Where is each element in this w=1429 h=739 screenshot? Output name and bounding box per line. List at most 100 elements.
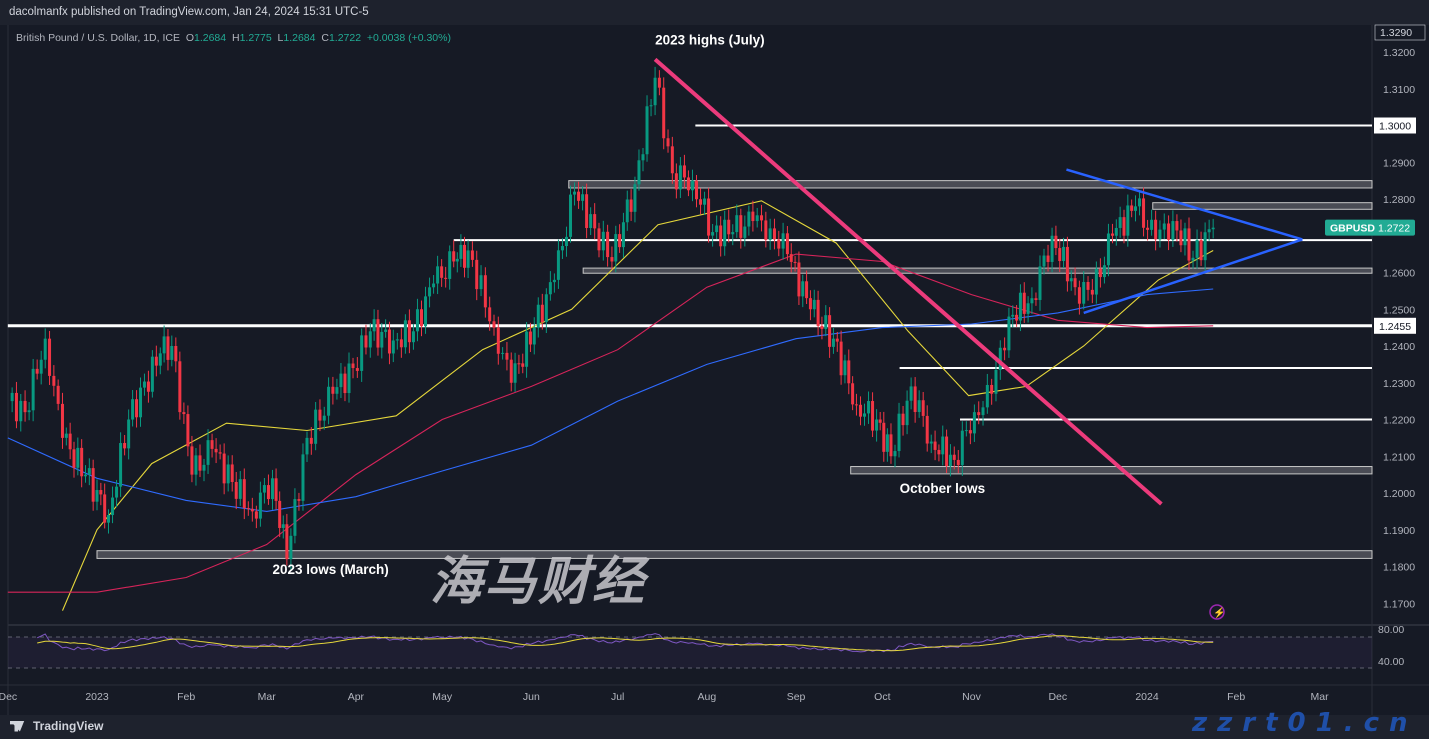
candle-body (226, 464, 230, 484)
x-tick-label: May (432, 691, 453, 703)
candle-body (867, 401, 871, 414)
x-tick-label: Dec (0, 691, 17, 703)
candle-body (901, 413, 905, 426)
low-value: 1.2684 (283, 32, 316, 44)
candle-body (1018, 292, 1022, 321)
candle-body (186, 414, 190, 447)
last-price-symbol: GBPUSD (1330, 223, 1375, 235)
candle-body (131, 399, 135, 420)
y-tick-label: 1.2100 (1383, 451, 1415, 463)
candle-body (318, 409, 322, 421)
candle-body (968, 430, 972, 434)
y-tick-label: 1.2200 (1383, 415, 1415, 427)
trendline (653, 57, 1163, 506)
candle-body (384, 329, 388, 332)
candle-body (1211, 227, 1215, 230)
moving-average-line (7, 288, 1214, 512)
candle-body (234, 481, 238, 499)
support-resistance-zone (568, 180, 1373, 189)
y-tick-label: 1.1900 (1383, 525, 1415, 537)
tradingview-logo[interactable]: TradingView (10, 719, 103, 733)
rsi-band (8, 637, 1372, 668)
x-tick-label: Sep (787, 691, 806, 703)
candle-body (250, 508, 254, 512)
candle-body (1207, 229, 1211, 233)
candle-body (990, 384, 994, 394)
candle-body (27, 410, 31, 413)
candle-body (641, 154, 645, 161)
level-price-box (1374, 317, 1416, 334)
candle-body (941, 436, 945, 455)
candle-body (1199, 240, 1203, 261)
candle-body (715, 225, 719, 233)
candle-body (569, 194, 573, 237)
candle-body (878, 419, 882, 423)
high-label: H (231, 32, 240, 44)
candle-body (577, 191, 581, 201)
candle-body (1065, 246, 1069, 282)
candle-body (621, 222, 625, 248)
watermark-text: 海马财经 (430, 552, 647, 612)
rsi-level-label: 80.00 (1378, 624, 1404, 636)
candle-body (863, 413, 867, 417)
candle-body (536, 304, 540, 328)
candle-body (581, 194, 585, 201)
x-tick-label: Jun (523, 691, 540, 703)
x-tick-label: 2024 (1135, 691, 1159, 703)
candle-body (206, 440, 210, 465)
candle-body (424, 296, 428, 327)
candle-body (281, 524, 285, 528)
candle-body (479, 275, 483, 290)
candle-body (674, 173, 678, 190)
candle-body (560, 246, 564, 251)
chart-area[interactable] (0, 25, 1429, 715)
candle-body (933, 441, 937, 450)
candle-body (1191, 257, 1195, 261)
candle-body (470, 250, 474, 260)
x-tick-label: 2023 (85, 691, 109, 703)
candle-body (501, 352, 505, 354)
candle-body (150, 356, 154, 392)
candle-body (917, 400, 921, 413)
candle-body (678, 165, 682, 190)
candle-body (764, 220, 768, 240)
candle-body (111, 497, 115, 516)
candle-body (528, 331, 532, 345)
candle-body (690, 180, 694, 191)
candle-body (1195, 240, 1199, 258)
candle-body (1003, 347, 1007, 351)
candle-body (945, 436, 949, 467)
candle-body (937, 449, 941, 455)
candle-body (889, 434, 893, 457)
candle-body (115, 486, 119, 498)
high-value: 1.2775 (239, 32, 272, 44)
rsi-ma-line (37, 635, 1214, 652)
candle-body (343, 373, 347, 394)
level-price-label: 1.3000 (1379, 121, 1411, 133)
candle-body (835, 338, 839, 342)
candle-body (1110, 233, 1114, 236)
candle-body (1069, 278, 1073, 282)
candle-body (107, 515, 111, 523)
candle-body (238, 479, 242, 499)
candle-body (977, 412, 981, 416)
candle-body (1094, 268, 1098, 295)
support-resistance-zone (96, 550, 1373, 559)
x-tick-label: Mar (1311, 691, 1330, 703)
candle-body (972, 412, 976, 434)
candle-body (1082, 282, 1086, 304)
candle-body (653, 77, 657, 106)
candle-body (99, 490, 103, 495)
candle-body (19, 400, 23, 422)
y-tick-label: 1.3200 (1383, 47, 1415, 59)
candle-body (909, 386, 913, 401)
candle-body (154, 356, 158, 366)
close-value: 1.2722 (328, 32, 362, 44)
candle-body (682, 165, 686, 178)
x-tick-label: Nov (962, 691, 981, 703)
candle-body (964, 430, 968, 432)
candle-body (994, 369, 998, 394)
change-value: +0.0038 (+0.30%) (366, 32, 451, 44)
candle-body (948, 454, 952, 467)
